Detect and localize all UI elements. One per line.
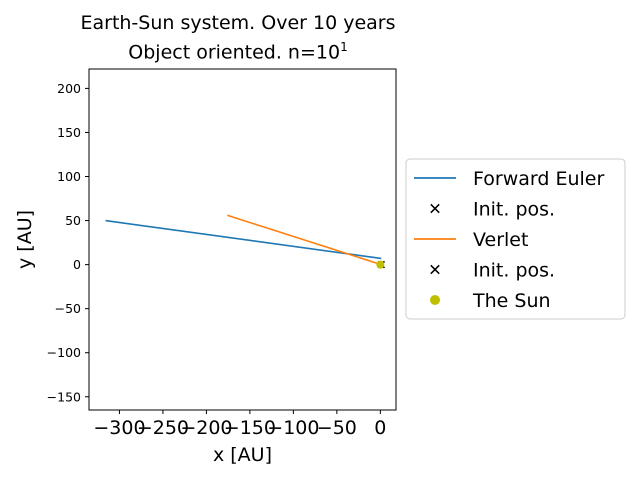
legend-handle-x-b: [430, 203, 440, 214]
legend-label: Init. pos.: [473, 260, 555, 282]
x-tick-label: −300: [93, 417, 145, 439]
series-line-0: [105, 219, 382, 260]
chart-title-exponent: 1: [340, 40, 348, 54]
chart-title-prefix: Object oriented. n=10: [128, 41, 341, 64]
legend-label: Forward Euler: [473, 168, 604, 190]
legend: Forward Euler Init. pos. Verlet Init. pos. T…: [405, 158, 626, 320]
sun-marker: [376, 260, 385, 269]
y-axis-label: y [AU]: [14, 210, 36, 269]
y-tick-label: −50: [55, 301, 81, 316]
y-tick-label: −150: [47, 389, 81, 404]
x-tick-label: −50: [317, 417, 357, 439]
x-tick-label: −250: [137, 417, 189, 439]
plot-series-group: [105, 214, 385, 269]
x-axis-label: x [AU]: [213, 444, 272, 466]
legend-label: Verlet: [473, 229, 528, 251]
y-tick-label: −100: [47, 345, 81, 360]
x-tick-label: −150: [224, 417, 276, 439]
x-tick-label: −100: [267, 417, 319, 439]
x-tick-label: −200: [180, 417, 232, 439]
legend-handle-x-b: [430, 264, 440, 275]
chart-title-line-1: Earth-Sun system. Over 10 years: [80, 12, 396, 34]
y-tick-label: 100: [57, 169, 81, 184]
plot-area: [105, 214, 385, 269]
x-tick-label: 0: [374, 417, 386, 439]
y-tick-label: 0: [73, 257, 81, 272]
y-tick-label: 200: [57, 81, 81, 96]
series-line-2: [227, 214, 382, 266]
chart-title-line-2: Object oriented. n=101: [0, 40, 558, 63]
legend-label: The Sun: [472, 290, 551, 312]
legend-handle-dot: [430, 295, 440, 305]
legend-label: Init. pos.: [473, 199, 555, 221]
legend-box: [405, 158, 626, 320]
axes-frame: [88, 68, 397, 411]
axes: −300−250−200−150−100−50 0−150−100−5005010…: [14, 68, 397, 466]
y-tick-label: 150: [57, 125, 81, 140]
y-tick-label: 50: [65, 213, 81, 228]
